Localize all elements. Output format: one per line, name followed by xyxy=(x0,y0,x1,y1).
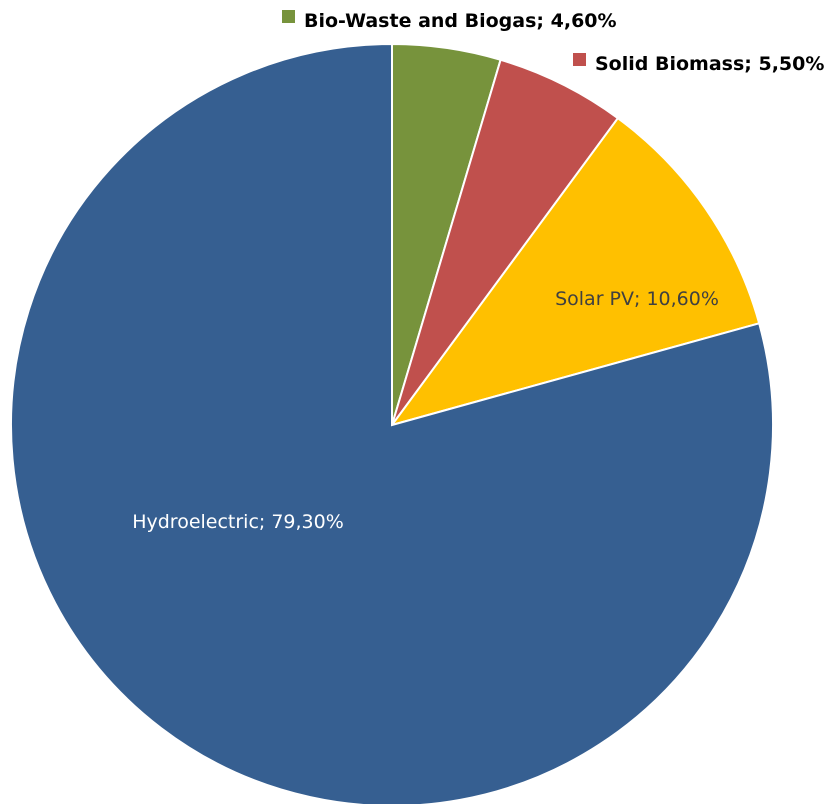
legend-swatch-bio-waste-and-biogas xyxy=(282,10,295,23)
pie-slice-hydroelectric xyxy=(10,42,774,804)
legend-label-solid-biomass: Solid Biomass; 5,50% xyxy=(595,53,824,75)
legend-label-bio-waste-and-biogas: Bio-Waste and Biogas; 4,60% xyxy=(304,10,617,32)
pie-slice-solid-biomass xyxy=(391,58,620,426)
data-label-hydroelectric: Hydroelectric; 79,30% xyxy=(132,511,344,533)
data-label-solar-pv: Solar PV; 10,60% xyxy=(555,288,719,310)
legend-swatch-solid-biomass xyxy=(573,53,586,66)
